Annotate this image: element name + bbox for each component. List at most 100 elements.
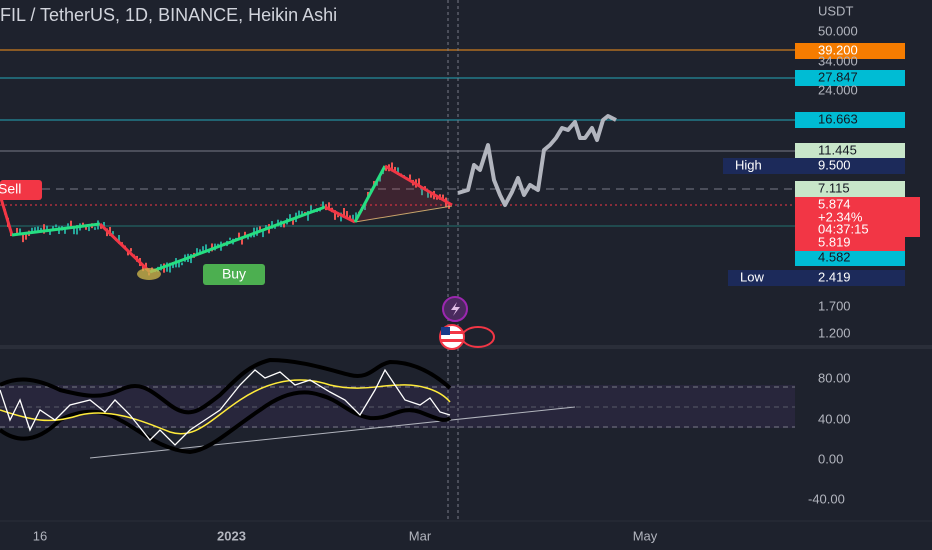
indicator-label: -40.00 — [808, 491, 845, 506]
candle — [22, 232, 24, 243]
time-label: 2023 — [217, 528, 246, 543]
candle — [394, 166, 396, 173]
candle — [283, 222, 285, 228]
candle — [442, 194, 444, 201]
price-badge — [795, 251, 905, 266]
flag-canton — [441, 327, 450, 335]
pivot-marker — [137, 268, 161, 280]
candle — [112, 231, 114, 235]
sell-signal — [0, 180, 42, 200]
candle — [259, 226, 261, 231]
candle — [127, 251, 129, 256]
price-badge — [795, 112, 905, 128]
candle — [73, 226, 75, 235]
time-label: May — [633, 528, 658, 543]
price-badge — [795, 70, 905, 86]
candle — [343, 207, 345, 218]
trend-line — [354, 205, 453, 223]
chart-title: FIL / TetherUS, 1D, BINANCE, Heikin Ashi — [0, 5, 337, 25]
candle — [94, 227, 96, 230]
candle — [100, 225, 102, 229]
buy-label: Buy — [222, 266, 246, 282]
candle — [391, 162, 393, 172]
candle — [199, 249, 201, 253]
candle — [292, 219, 294, 225]
price-badge-text: 5.819 — [818, 234, 851, 249]
candle — [352, 214, 354, 222]
indicator-label: 80.00 — [818, 370, 851, 385]
time-label: Mar — [409, 528, 432, 543]
signal-line — [0, 379, 451, 435]
candle — [55, 224, 57, 228]
price-badge-text: 4.582 — [818, 249, 851, 264]
candle — [241, 236, 243, 245]
indicator-label: 40.00 — [818, 411, 851, 426]
candle — [262, 230, 264, 238]
last-price: 5.874 — [818, 196, 851, 211]
candle — [118, 235, 120, 244]
candle — [301, 211, 303, 216]
price-badge-text: 7.115 — [818, 180, 850, 195]
candle — [322, 201, 324, 208]
candle — [340, 212, 342, 222]
high-badge — [723, 158, 905, 174]
candle — [190, 254, 192, 264]
price-label: 50.000 — [818, 23, 858, 38]
candle — [181, 262, 183, 266]
candle — [76, 225, 78, 235]
upper-band — [0, 357, 452, 415]
candle — [337, 215, 339, 218]
candle — [247, 235, 249, 240]
price-label: 34.000 — [818, 53, 858, 68]
countdown: 04:37:15 — [818, 221, 869, 236]
candle — [427, 190, 429, 198]
candle — [421, 186, 423, 196]
oscillator-line — [0, 368, 451, 446]
price-badge-text: 11.445 — [818, 142, 857, 157]
candle — [49, 229, 51, 235]
candle — [103, 221, 105, 227]
zigzag — [324, 205, 356, 224]
candle — [229, 237, 231, 240]
price-badge — [795, 181, 905, 197]
price-badge-text: 16.663 — [818, 111, 858, 126]
candle — [409, 174, 411, 180]
price-badge-text: 39.200 — [818, 42, 858, 57]
candle — [130, 248, 132, 252]
candle — [25, 234, 27, 240]
candle — [37, 226, 39, 232]
low-value: 2.419 — [818, 269, 851, 284]
candle — [271, 221, 273, 229]
pane-separator — [0, 345, 932, 349]
candle — [88, 226, 90, 232]
price-badge-text: 27.847 — [818, 69, 858, 84]
zigzag — [149, 205, 326, 274]
event-icon-bolt — [451, 302, 460, 316]
candle — [367, 191, 369, 197]
candle — [205, 244, 207, 251]
candle — [244, 231, 246, 239]
buy-signal — [203, 264, 265, 285]
candle — [34, 227, 36, 233]
price-label: 24.000 — [818, 82, 858, 97]
candle — [52, 226, 54, 230]
pattern-fill — [355, 168, 452, 222]
high-label: High — [735, 157, 762, 172]
candle — [172, 262, 174, 269]
time-label: 16 — [33, 528, 47, 543]
candle — [310, 205, 312, 212]
candle — [109, 226, 111, 236]
zigzag — [98, 222, 152, 274]
candle — [196, 248, 198, 256]
price-change: +2.34% — [818, 209, 863, 224]
candle — [355, 212, 357, 221]
zigzag — [384, 164, 453, 207]
low-label: Low — [740, 269, 764, 284]
candle — [31, 227, 33, 232]
candle — [70, 220, 72, 229]
candle — [202, 246, 204, 251]
candle — [307, 210, 309, 221]
candle — [364, 203, 366, 210]
candle — [289, 214, 291, 220]
